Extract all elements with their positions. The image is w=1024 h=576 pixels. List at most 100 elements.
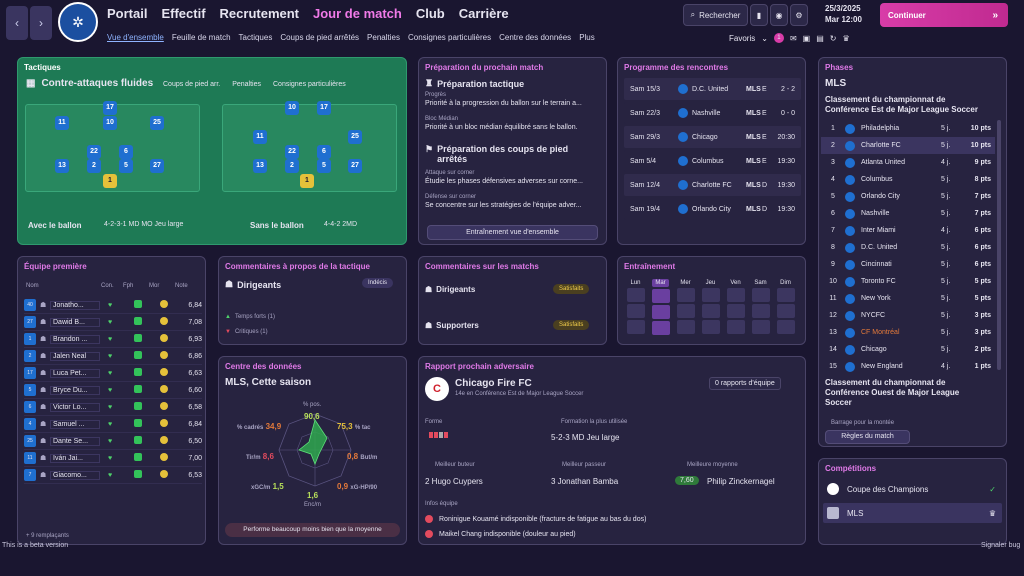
critiques-row[interactable]: ▼ Critiques (1) bbox=[225, 329, 268, 335]
goalkeeper-marker[interactable]: 1 bbox=[300, 174, 314, 188]
player-marker[interactable]: 17 bbox=[103, 101, 117, 115]
table-row[interactable]: 17 ☗ Luca Pet... ♥ 6,63 bbox=[24, 365, 202, 382]
table-row[interactable]: 4 Columbus 5 j. 8 pts bbox=[821, 171, 995, 188]
subnav-plus[interactable]: Plus bbox=[579, 33, 595, 42]
training-day[interactable]: Lun bbox=[624, 280, 647, 334]
table-row[interactable]: 11 ☗ Iván Jai... ♥ 7,00 bbox=[24, 450, 202, 467]
gear-icon[interactable]: ⚙ bbox=[790, 4, 808, 26]
player-marker[interactable]: 6 bbox=[317, 145, 331, 159]
session-cell[interactable] bbox=[651, 289, 670, 303]
table-row[interactable]: 3 Atlanta United 4 j. 9 pts bbox=[821, 154, 995, 171]
performance-note[interactable]: Performe beaucoup moins bien que la moye… bbox=[225, 523, 400, 537]
subs-count[interactable]: + 9 remplaçants bbox=[26, 533, 69, 539]
competition-row[interactable]: Coupe des Champions ✓ bbox=[823, 479, 1002, 499]
assist-value[interactable]: 3 Jonathan Bamba bbox=[551, 477, 619, 486]
back-button[interactable]: ‹ bbox=[6, 6, 28, 40]
nav-portail[interactable]: Portail bbox=[107, 6, 148, 21]
clipboard-icon[interactable]: ▤ bbox=[816, 33, 824, 43]
table-row[interactable]: 2 ☗ Jalen Neal ♥ 6,86 bbox=[24, 348, 202, 365]
table-row[interactable]: 12 NYCFC 5 j. 3 pts bbox=[821, 307, 995, 324]
player-marker[interactable]: 25 bbox=[348, 130, 362, 144]
session-cell[interactable] bbox=[776, 288, 795, 302]
player-marker[interactable]: 17 bbox=[317, 101, 331, 115]
player-marker[interactable]: 5 bbox=[119, 159, 133, 173]
fixture-row[interactable]: Sam 22/3 Nashville MLS E 0 - 0 bbox=[624, 102, 801, 124]
table-row[interactable]: 5 ☗ Bryce Du... ♥ 6,60 bbox=[24, 382, 202, 399]
training-day[interactable]: Sam bbox=[749, 280, 772, 334]
session-cell[interactable] bbox=[751, 288, 770, 302]
table-row[interactable]: 7 ☗ Giacomo... ♥ 6,53 bbox=[24, 467, 202, 484]
fixture-row[interactable]: Sam 19/4 Orlando City MLS D 19:30 bbox=[624, 198, 801, 220]
training-overview-button[interactable]: Entraînement vue d'ensemble bbox=[427, 225, 598, 240]
opponent-crest[interactable]: C bbox=[425, 377, 449, 401]
table-row[interactable]: 10 Toronto FC 5 j. 5 pts bbox=[821, 273, 995, 290]
player-marker[interactable]: 13 bbox=[55, 159, 69, 173]
table-row[interactable]: 25 ☗ Dante Se... ♥ 6,50 bbox=[24, 433, 202, 450]
shirt-icon[interactable]: ▣ bbox=[802, 33, 811, 43]
session-cell[interactable] bbox=[751, 304, 770, 318]
subnav-cpa[interactable]: Coups de pied arrêtés bbox=[280, 33, 360, 42]
table-row[interactable]: 9 Cincinnati 5 j. 6 pts bbox=[821, 256, 995, 273]
subnav-centre[interactable]: Centre des données bbox=[499, 33, 572, 42]
trophy-icon[interactable]: ♛ bbox=[842, 33, 850, 43]
table-row[interactable]: 6 ☗ Victor Lo... ♥ 6,58 bbox=[24, 399, 202, 416]
tab-set-pieces[interactable]: Coups de pied arr. bbox=[163, 81, 221, 88]
player-marker[interactable]: 27 bbox=[348, 159, 362, 173]
nav-effectif[interactable]: Effectif bbox=[161, 6, 206, 21]
subnav-tactiques[interactable]: Tactiques bbox=[238, 33, 273, 42]
session-cell[interactable] bbox=[701, 304, 720, 318]
nav-recrutement[interactable]: Recrutement bbox=[219, 6, 299, 21]
favoris-button[interactable]: Favoris bbox=[729, 33, 756, 43]
globe-icon[interactable]: ◉ bbox=[770, 4, 788, 26]
info-row[interactable]: Roninigue Kouamé indisponible (fracture … bbox=[425, 515, 646, 523]
session-cell[interactable] bbox=[626, 288, 645, 302]
opponent-name[interactable]: Chicago Fire FC bbox=[455, 378, 532, 389]
subnav-feuille[interactable]: Feuille de match bbox=[171, 33, 231, 42]
forward-button[interactable]: › bbox=[30, 6, 52, 40]
table-row[interactable]: 14 Chicago 5 j. 2 pts bbox=[821, 341, 995, 358]
table-row[interactable]: 11 New York 5 j. 5 pts bbox=[821, 290, 995, 307]
scorer-value[interactable]: 2 Hugo Cuypers bbox=[425, 477, 483, 486]
continue-button[interactable]: Continuer » bbox=[880, 3, 1008, 27]
session-cell[interactable] bbox=[726, 288, 745, 302]
col-note[interactable]: Note bbox=[175, 283, 188, 289]
training-day[interactable]: Mar bbox=[649, 279, 672, 335]
player-marker[interactable]: 5 bbox=[317, 159, 331, 173]
player-marker[interactable]: 22 bbox=[87, 145, 101, 159]
tab-instructions[interactable]: Consignes particulières bbox=[273, 81, 346, 88]
fixture-row[interactable]: Sam 15/3 D.C. United MLS E 2 - 2 bbox=[624, 78, 801, 100]
table-row[interactable]: 40 ☗ Jonatho... ♥ 6,84 bbox=[24, 297, 202, 314]
info-row[interactable]: Maikel Chang indisponible (douleur au pi… bbox=[425, 530, 576, 538]
player-marker[interactable]: 13 bbox=[253, 159, 267, 173]
tactic-name[interactable]: ▦ Contre-attaques fluides bbox=[26, 78, 153, 89]
fixture-row[interactable]: Sam 29/3 Chicago MLS E 20:30 bbox=[624, 126, 801, 148]
training-day[interactable]: Dim bbox=[774, 280, 797, 334]
competition-row[interactable]: MLS ♛ bbox=[823, 503, 1002, 523]
table-row[interactable]: 1 ☗ Brandon ... ♥ 6,93 bbox=[24, 331, 202, 348]
subnav-consignes[interactable]: Consignes particulières bbox=[407, 33, 492, 42]
match-rules-button[interactable]: Règles du match bbox=[825, 430, 910, 444]
player-marker[interactable]: 2 bbox=[285, 159, 299, 173]
chat-icon[interactable]: ✉ bbox=[789, 33, 797, 43]
session-cell[interactable] bbox=[701, 320, 720, 334]
refresh-icon[interactable]: ↻ bbox=[829, 33, 837, 43]
session-cell[interactable] bbox=[676, 320, 695, 334]
training-day[interactable]: Ven bbox=[724, 280, 747, 334]
session-cell[interactable] bbox=[701, 288, 720, 302]
table-row[interactable]: 6 Nashville 5 j. 7 pts bbox=[821, 205, 995, 222]
player-marker[interactable]: 11 bbox=[55, 116, 69, 130]
player-marker[interactable]: 10 bbox=[103, 116, 117, 130]
player-marker[interactable]: 11 bbox=[253, 130, 267, 144]
avg-player[interactable]: Philip Zinckernagel bbox=[707, 477, 775, 486]
player-marker[interactable]: 10 bbox=[285, 101, 299, 115]
session-cell[interactable] bbox=[651, 321, 670, 335]
nav-jour-de-match[interactable]: Jour de match bbox=[313, 6, 402, 21]
inbox-icon[interactable]: ▮ bbox=[750, 4, 768, 26]
table-row[interactable]: 7 Inter Miami 4 j. 6 pts bbox=[821, 222, 995, 239]
session-cell[interactable] bbox=[751, 320, 770, 334]
table-row[interactable]: 8 D.C. United 5 j. 6 pts bbox=[821, 239, 995, 256]
player-marker[interactable]: 2 bbox=[87, 159, 101, 173]
highlights-row[interactable]: ▲ Temps forts (1) bbox=[225, 314, 275, 320]
table-row[interactable]: 27 ☗ Dawid B... ♥ 7,08 bbox=[24, 314, 202, 331]
training-day[interactable]: Jeu bbox=[699, 280, 722, 334]
